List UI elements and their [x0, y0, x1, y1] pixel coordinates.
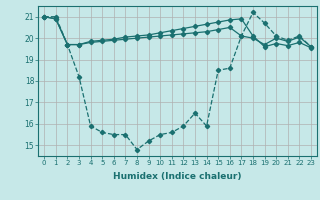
X-axis label: Humidex (Indice chaleur): Humidex (Indice chaleur)	[113, 172, 242, 181]
